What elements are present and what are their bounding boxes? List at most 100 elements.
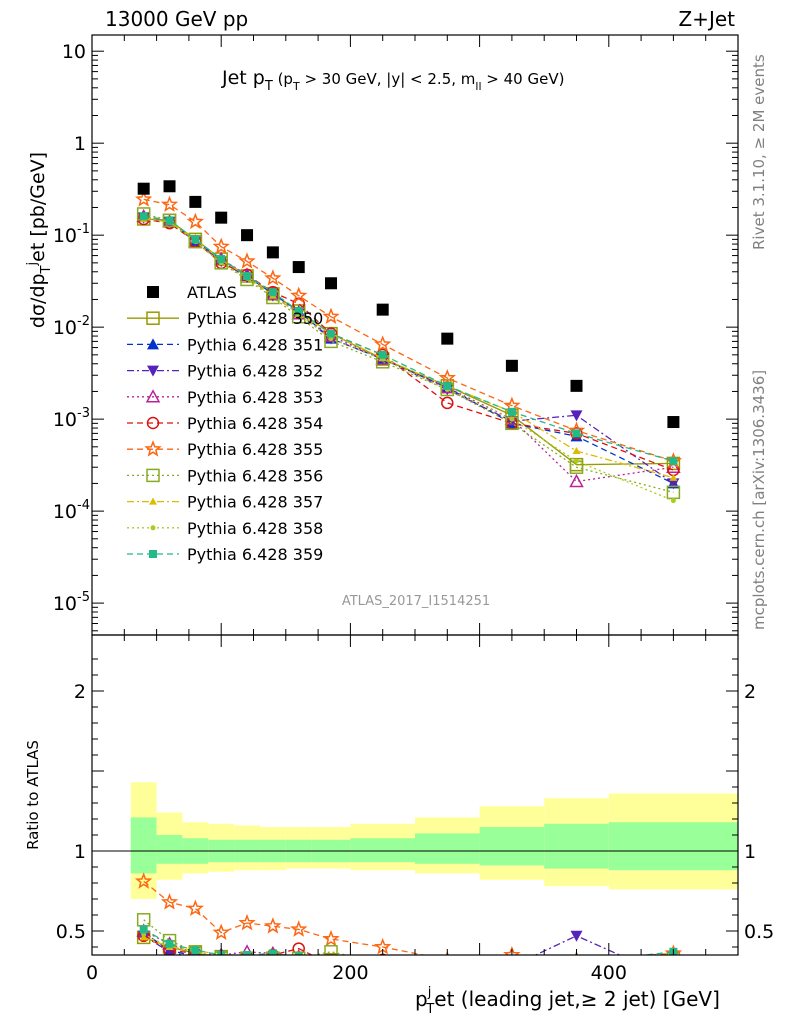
green-band-bin	[608, 822, 738, 871]
data-point	[217, 255, 226, 264]
header-right-label: Z+Jet	[678, 7, 735, 31]
data-point	[438, 368, 457, 386]
data-point	[667, 416, 680, 429]
legend-label: Pythia 6.428 358	[187, 519, 323, 538]
data-point	[135, 190, 153, 207]
ratio-point	[667, 971, 679, 982]
ratio-point	[503, 945, 521, 955]
ratio-point	[664, 944, 683, 955]
ratio-point	[441, 959, 453, 970]
data-point	[212, 237, 230, 254]
ratio-point	[379, 959, 387, 966]
ratio-point	[291, 951, 306, 955]
data-point	[238, 252, 256, 269]
ratio-point	[571, 958, 582, 969]
data-point	[670, 498, 676, 504]
ratio-point	[377, 957, 389, 968]
ratio-point	[377, 957, 389, 968]
legend-marker	[146, 416, 160, 430]
data-point	[165, 216, 174, 225]
y-tick-label: 10-4	[53, 498, 90, 523]
main-panel-series	[135, 180, 683, 504]
legend-label: Pythia 6.428 352	[187, 362, 323, 381]
mcplots-reference-label: mcplots.cern.ch [arXiv:1306.3436]	[750, 370, 768, 630]
legend-item: Pythia 6.428 357	[127, 493, 323, 512]
data-point	[667, 478, 680, 490]
data-point	[669, 457, 678, 466]
main-y-axis-label: dσ/dpTjet [pb/GeV]	[25, 152, 54, 328]
data-point	[186, 212, 204, 230]
x-axis-label: pj Tet (leading jet,≥ 2 jet) [GeV]	[415, 985, 720, 1017]
data-point	[441, 332, 454, 345]
data-point	[374, 335, 392, 352]
ratio-point	[443, 959, 451, 967]
ratio-y-axis-label: Ratio to ATLAS	[24, 740, 42, 850]
ratio-point	[573, 959, 581, 967]
ratio-point	[212, 923, 230, 940]
ratio-y-tick-label: 0.5	[56, 921, 86, 943]
data-point	[294, 306, 303, 315]
ratio-point	[441, 957, 453, 969]
data-point	[162, 213, 177, 228]
data-point	[376, 303, 389, 316]
ratio-point	[295, 956, 303, 963]
series-pythia-6-428-359	[139, 212, 678, 466]
legend-marker	[149, 550, 157, 558]
green-band-bin	[479, 827, 545, 866]
data-point	[327, 329, 336, 338]
ratio-point	[264, 917, 282, 934]
ratio-y-tick-label-right: 0.5	[744, 921, 774, 943]
data-point	[572, 447, 581, 455]
data-point	[241, 229, 254, 242]
data-point	[325, 277, 338, 290]
ratio-point	[443, 959, 451, 966]
ratio-point	[377, 958, 389, 969]
ratio-uncertainty-bands	[92, 782, 738, 899]
ratio-point	[186, 899, 205, 917]
ratio-point	[191, 946, 200, 955]
ratio-point	[292, 954, 305, 955]
ratio-point	[375, 954, 390, 955]
ratio-y-tick-label-right: 1	[744, 841, 756, 863]
ratio-y-tick-label: 1	[74, 841, 86, 863]
ratio-point	[139, 933, 148, 941]
legend-item: Pythia 6.428 350	[127, 309, 323, 328]
plot-title: Jet pT (pT > 30 GeV, |y| < 2.5, mll > 40…	[221, 67, 564, 94]
legend-label: Pythia 6.428 356	[187, 466, 323, 485]
legend-label: Pythia 6.428 354	[187, 414, 323, 433]
legend-marker	[150, 525, 156, 531]
legend-item: Pythia 6.428 359	[127, 545, 323, 564]
legend-marker	[145, 389, 161, 403]
ratio-point	[324, 945, 338, 955]
legend-item: Pythia 6.428 354	[127, 414, 323, 433]
ratio-point	[294, 952, 303, 955]
ratio-y-tick-label: 2	[74, 681, 86, 703]
data-point	[243, 271, 252, 280]
ratio-point	[238, 913, 256, 931]
series-atlas	[137, 180, 680, 429]
legend-item: Pythia 6.428 352	[127, 362, 323, 381]
legend-item: ATLAS	[147, 283, 237, 302]
y-tick-label: 10-5	[53, 590, 90, 615]
ratio-point	[377, 957, 389, 969]
y-tick-label: 1	[74, 133, 86, 155]
y-tick-label: 10-3	[53, 406, 90, 431]
data-point	[215, 211, 228, 224]
data-point	[163, 180, 176, 193]
data-point	[570, 427, 583, 440]
ratio-point	[134, 872, 153, 889]
axes-frame: 10-5 10-4 10-3 10-2 10-1 1 10 0 200 400 0.5 0.5 1 1 2 2	[53, 34, 774, 984]
ratio-point	[441, 957, 453, 968]
ratio-point	[219, 956, 224, 961]
green-band-bin	[350, 838, 415, 863]
ratio-point	[165, 939, 174, 948]
series-line	[143, 198, 674, 462]
green-band-bin	[544, 823, 609, 869]
data-point	[378, 350, 387, 359]
legend-label: Pythia 6.428 359	[187, 545, 323, 564]
legend-label: Pythia 6.428 353	[187, 388, 323, 407]
ratio-point	[324, 953, 338, 955]
data-point	[160, 195, 179, 212]
ratio-point	[506, 967, 517, 978]
analysis-id-label: ATLAS_2017_I1514251	[342, 594, 490, 609]
